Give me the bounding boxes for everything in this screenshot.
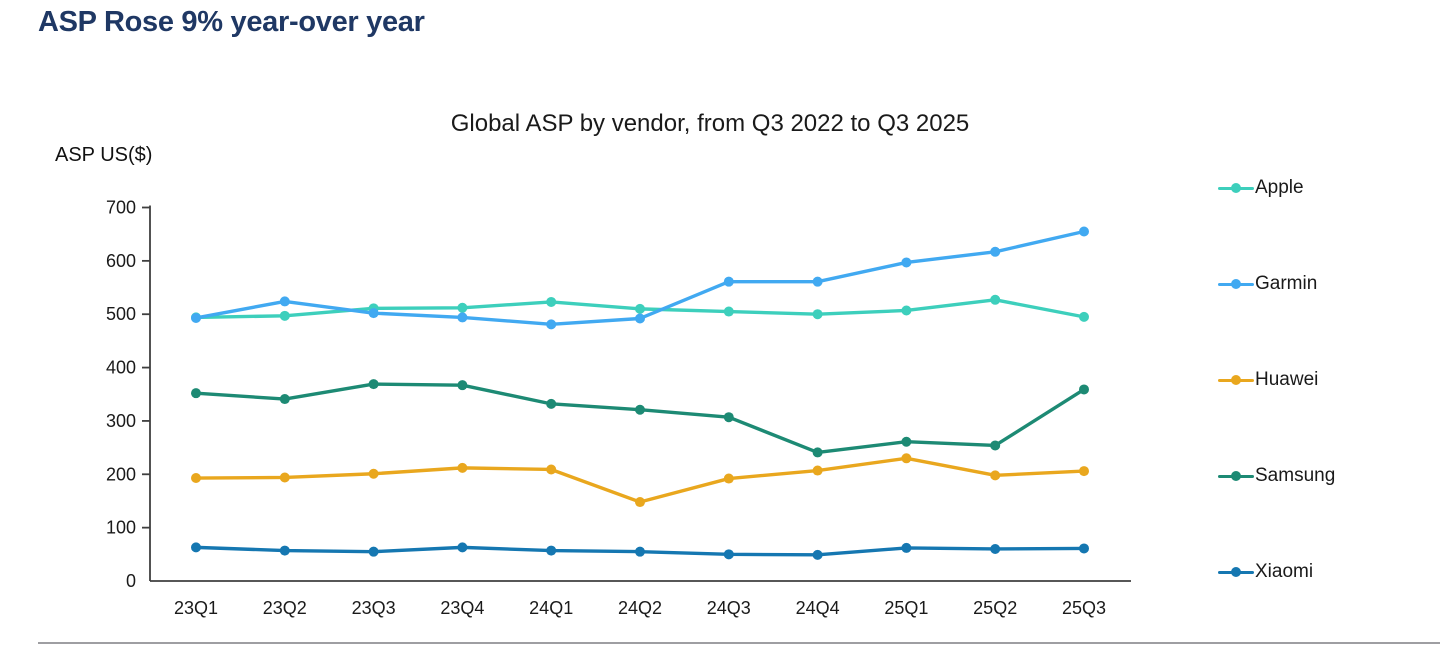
data-point-apple-25Q3 (1079, 311, 1089, 322)
data-point-huawei-24Q4 (812, 465, 823, 476)
legend-swatch-huawei (1218, 369, 1254, 391)
chart-legend: Apple Garmin Huawei Samsung Xiaomi (1218, 177, 1335, 583)
data-point-huawei-23Q1 (191, 473, 201, 484)
x-axis-tick-label: 23Q2 (263, 598, 307, 618)
y-axis-tick-label: 500 (106, 304, 136, 324)
y-axis-tick-label: 0 (126, 571, 136, 591)
legend-item-xiaomi: Xiaomi (1218, 561, 1335, 583)
data-point-xiaomi-23Q3 (368, 546, 379, 557)
x-axis-tick-label: 24Q2 (618, 598, 662, 618)
x-axis-tick-label: 25Q1 (884, 598, 928, 618)
x-axis-tick-label: 25Q2 (973, 598, 1017, 618)
data-point-xiaomi-23Q1 (191, 542, 201, 553)
y-axis-tick-label: 600 (106, 251, 136, 271)
data-point-apple-24Q3 (723, 306, 734, 317)
series-line-huawei (194, 456, 1086, 504)
data-point-xiaomi-24Q3 (723, 549, 734, 560)
data-point-samsung-23Q2 (279, 394, 290, 405)
data-point-garmin-24Q2 (635, 313, 645, 324)
data-point-garmin-25Q2 (990, 246, 1001, 257)
x-axis-tick-label: 23Q3 (352, 598, 396, 618)
data-point-xiaomi-24Q2 (635, 546, 645, 557)
y-axis-tick-label: 400 (106, 358, 136, 378)
legend-swatch-apple (1218, 177, 1254, 199)
x-axis-tick-label: 25Q3 (1062, 598, 1106, 618)
data-point-garmin-25Q1 (901, 257, 912, 268)
data-point-apple-24Q2 (635, 303, 645, 314)
data-point-samsung-24Q4 (812, 447, 823, 458)
data-point-samsung-24Q1 (546, 398, 557, 409)
data-point-apple-24Q1 (546, 296, 557, 307)
data-point-huawei-24Q3 (723, 473, 734, 484)
data-point-samsung-23Q3 (368, 379, 379, 390)
data-point-garmin-25Q3 (1079, 226, 1089, 237)
data-point-garmin-24Q4 (812, 276, 823, 287)
page-title: ASP Rose 9% year-over year (38, 6, 425, 38)
series-line-samsung (194, 382, 1086, 455)
legend-item-garmin: Garmin (1218, 273, 1335, 295)
legend-label-samsung: Samsung (1255, 465, 1336, 486)
data-point-samsung-25Q3 (1079, 384, 1089, 395)
data-point-xiaomi-24Q4 (812, 549, 823, 560)
legend-item-huawei: Huawei (1218, 369, 1335, 391)
data-point-garmin-23Q4 (457, 312, 468, 323)
legend-item-apple: Apple (1218, 177, 1335, 199)
x-axis-tick-label: 23Q1 (174, 598, 218, 618)
legend-label-huawei: Huawei (1255, 369, 1319, 390)
data-point-samsung-25Q2 (990, 440, 1001, 451)
data-point-huawei-25Q1 (901, 453, 912, 464)
data-point-samsung-24Q2 (635, 404, 645, 415)
data-point-xiaomi-23Q4 (457, 542, 468, 553)
data-point-xiaomi-25Q1 (901, 542, 912, 553)
x-axis-tick-label: 23Q4 (440, 598, 484, 618)
y-axis-tick-label: 200 (106, 464, 136, 484)
legend-swatch-garmin (1218, 273, 1254, 295)
data-point-samsung-23Q4 (457, 380, 468, 391)
data-point-apple-23Q4 (457, 302, 468, 313)
legend-item-samsung: Samsung (1218, 465, 1335, 487)
y-axis-tick-label: 100 (106, 518, 136, 538)
data-point-xiaomi-24Q1 (546, 545, 557, 556)
data-point-huawei-23Q2 (279, 472, 290, 483)
data-point-huawei-25Q2 (990, 470, 1001, 481)
data-point-apple-25Q1 (901, 305, 912, 316)
data-point-huawei-23Q4 (457, 462, 468, 473)
data-point-garmin-24Q3 (723, 276, 734, 287)
bottom-divider (38, 642, 1440, 644)
data-point-xiaomi-23Q2 (279, 545, 290, 556)
legend-label-xiaomi: Xiaomi (1255, 561, 1314, 582)
data-point-huawei-23Q3 (368, 468, 379, 479)
data-point-samsung-23Q1 (191, 388, 201, 399)
data-point-apple-24Q4 (812, 309, 823, 320)
data-point-xiaomi-25Q3 (1079, 543, 1089, 554)
data-point-garmin-24Q1 (546, 319, 557, 330)
x-axis-tick-label: 24Q3 (707, 598, 751, 618)
y-axis-title: ASP US($) (55, 144, 153, 166)
data-point-apple-25Q2 (990, 294, 1001, 305)
y-axis-tick-label: 700 (106, 198, 136, 218)
data-point-apple-23Q2 (279, 310, 290, 321)
legend-label-apple: Apple (1255, 177, 1304, 198)
data-point-garmin-23Q2 (279, 296, 290, 307)
x-axis-tick-label: 24Q4 (796, 598, 840, 618)
chart-title: Global ASP by vendor, from Q3 2022 to Q3… (450, 110, 970, 137)
legend-swatch-xiaomi (1218, 561, 1254, 583)
data-point-huawei-25Q3 (1079, 466, 1089, 477)
legend-swatch-samsung (1218, 465, 1254, 487)
data-point-huawei-24Q1 (546, 464, 557, 475)
data-point-samsung-24Q3 (723, 412, 734, 423)
data-point-samsung-25Q1 (901, 436, 912, 447)
legend-label-garmin: Garmin (1255, 273, 1318, 294)
x-axis-tick-label: 24Q1 (529, 598, 573, 618)
data-point-garmin-23Q1 (191, 312, 201, 323)
data-point-xiaomi-25Q2 (990, 543, 1001, 554)
data-point-garmin-23Q3 (368, 308, 379, 319)
y-axis-tick-label: 300 (106, 411, 136, 431)
data-point-huawei-24Q2 (635, 497, 645, 508)
plot-area: 0 100 200 300 400 500 600 700 23Q1 23Q2 23Q3 23Q4 24… (106, 198, 1131, 618)
